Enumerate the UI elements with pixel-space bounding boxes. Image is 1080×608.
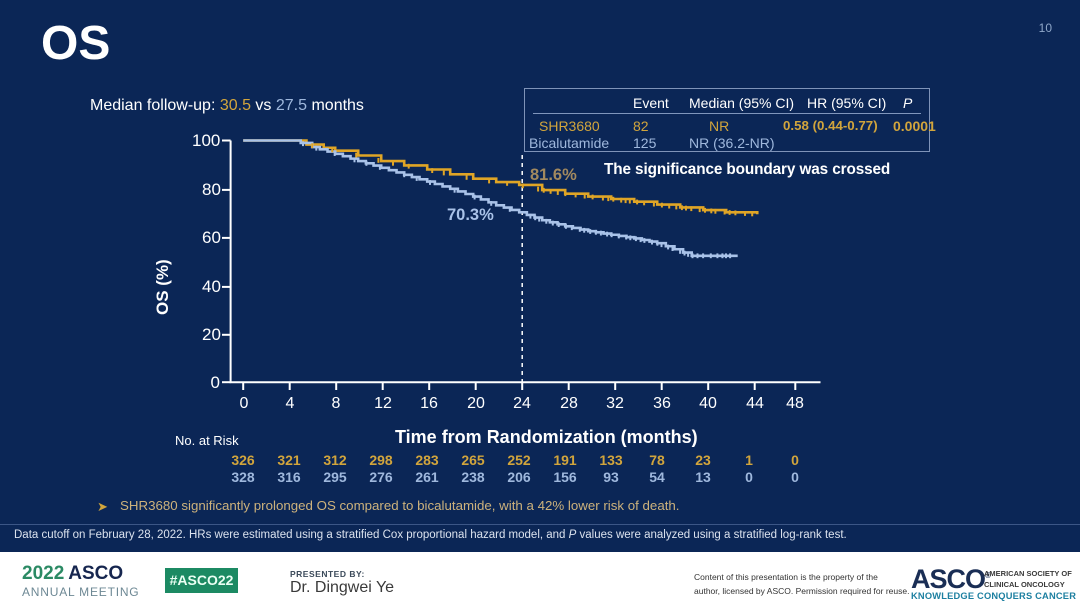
svg-text:70.3%: 70.3%	[447, 206, 494, 224]
svg-text:81.6%: 81.6%	[530, 166, 577, 184]
